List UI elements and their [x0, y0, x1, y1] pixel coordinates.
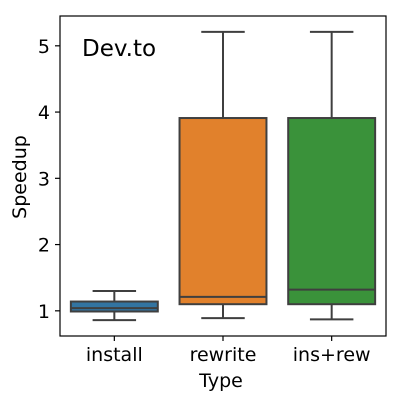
y-tick-label: 5 [38, 36, 50, 58]
chart-annotation: Dev.to [82, 36, 156, 62]
y-axis-label: Speedup [9, 135, 31, 219]
y-tick-label: 1 [38, 301, 50, 323]
x-tick-label: rewrite [190, 344, 257, 366]
x-tick-label: install [86, 344, 143, 366]
box-iqr [178, 117, 268, 306]
boxes-layer [69, 30, 377, 322]
x-tick-label: ins+rew [293, 344, 371, 366]
box-iqr [69, 300, 159, 313]
box-iqr [287, 117, 377, 306]
x-axis-label: Type [198, 370, 243, 392]
box-rewrite [178, 30, 268, 320]
box-ins-rew [287, 30, 377, 321]
x-axis: install rewrite ins+rew [86, 336, 371, 366]
y-tick-label: 2 [38, 235, 50, 257]
y-axis: 1 2 3 4 5 [38, 36, 60, 323]
y-tick-label: 3 [38, 168, 50, 190]
y-tick-label: 4 [38, 102, 50, 124]
box-install [69, 289, 159, 322]
